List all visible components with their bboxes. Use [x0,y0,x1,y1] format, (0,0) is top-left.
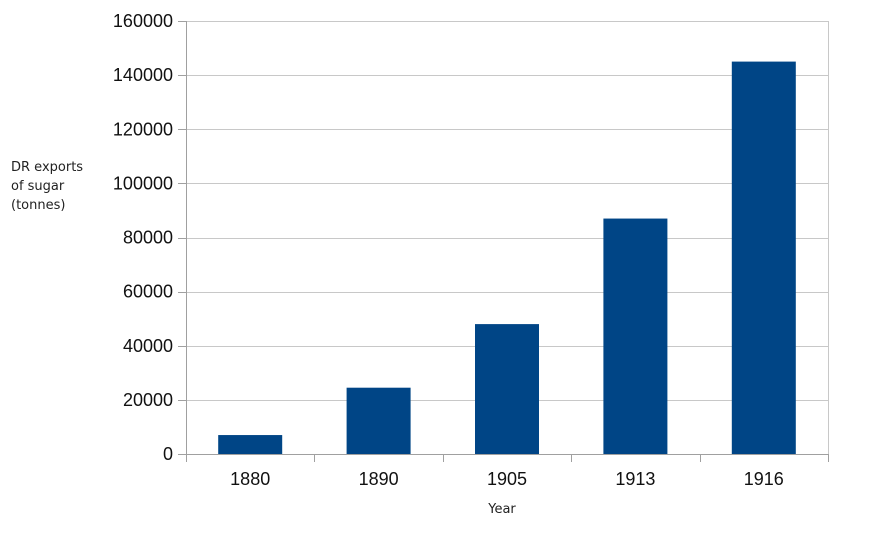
y-tick-labels: 0 20000 40000 60000 80000 100000 120000 140000 1… [113,11,173,464]
x-tick-label: 1916 [744,469,784,489]
bar-1880 [218,435,283,454]
y-axis-label-line-2: of sugar [11,179,65,194]
y-tick-label: 140000 [113,65,173,85]
y-tick-label: 20000 [123,390,173,410]
y-axis-label-line-3: (tonnes) [11,198,65,213]
x-axis-label: Year [487,502,516,517]
y-tick-label: 160000 [113,11,173,31]
y-axis-label-line-1: DR exports [11,160,83,175]
axes [178,21,829,462]
bar-1890 [346,387,411,454]
x-tick-label: 1913 [615,469,655,489]
y-tick-label: 100000 [113,173,173,193]
y-tick-label: 0 [163,444,173,464]
x-tick-label: 1880 [230,469,270,489]
x-tick-label: 1905 [487,469,527,489]
x-tick-label: 1890 [359,469,399,489]
bars [218,61,796,454]
bar-1913 [603,218,668,454]
y-tick-label: 60000 [123,282,173,302]
bar-1905 [475,324,539,454]
y-tick-label: 120000 [113,119,173,139]
bar-1916 [731,61,796,454]
x-tick-labels: 1880 1890 1905 1913 1916 [230,469,784,489]
y-tick-label: 40000 [123,336,173,356]
y-tick-label: 80000 [123,228,173,248]
gridlines [186,21,829,454]
